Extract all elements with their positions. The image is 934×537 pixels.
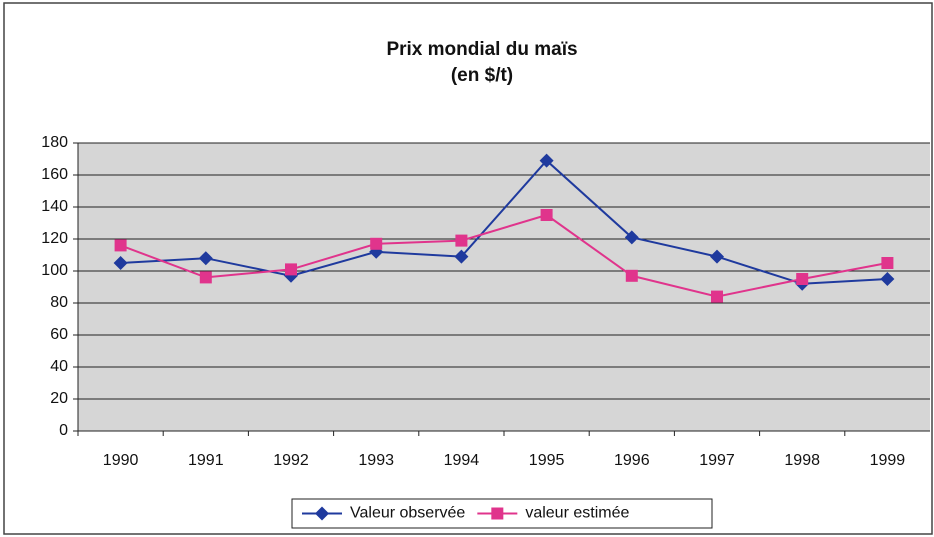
series-line: [120, 213, 888, 298]
y-tick-label: 100: [41, 262, 68, 279]
data-point: [539, 153, 554, 168]
y-tick-label: 160: [41, 166, 68, 183]
data-point: [796, 273, 809, 285]
x-tick-label: 1997: [699, 452, 735, 469]
data-point: [370, 237, 383, 250]
y-tick-label: 140: [41, 198, 68, 215]
data-point: [285, 263, 297, 276]
data-point: [881, 257, 894, 269]
x-tick-label: 1994: [444, 452, 480, 469]
x-tick-label: 1992: [273, 452, 309, 469]
data-point: [880, 272, 895, 286]
data-point: [711, 290, 723, 303]
y-tick-label: 40: [50, 358, 68, 375]
chart-title: Prix mondial du maïs: [386, 39, 577, 60]
series-line: [120, 159, 888, 285]
y-tick-label: 60: [50, 326, 68, 343]
legend-label: valeur estimée: [525, 505, 629, 522]
legend-label: Valeur observée: [350, 505, 465, 522]
data-point: [625, 269, 638, 282]
y-tick-label: 0: [59, 422, 68, 439]
data-point: [455, 234, 468, 247]
x-tick-label: 1998: [784, 452, 820, 469]
data-point: [454, 249, 469, 264]
data-point: [540, 209, 553, 221]
x-tick-label: 1990: [103, 452, 139, 469]
y-tick-label: 180: [41, 134, 68, 151]
chart-subtitle: (en $/t): [451, 65, 513, 86]
legend-marker: [491, 507, 504, 520]
y-tick-label: 20: [50, 390, 68, 407]
x-tick-label: 1995: [529, 452, 565, 469]
y-tick-label: 120: [41, 230, 68, 247]
data-point: [624, 230, 639, 245]
x-tick-label: 1999: [870, 452, 906, 469]
plot-area: [78, 143, 930, 431]
data-point: [710, 249, 724, 264]
data-point: [199, 271, 212, 284]
data-point: [114, 239, 127, 252]
x-tick-label: 1991: [188, 452, 224, 469]
data-point: [113, 256, 128, 270]
y-tick-label: 80: [50, 294, 68, 311]
legend-marker: [315, 506, 329, 521]
data-point: [198, 251, 213, 266]
x-tick-label: 1993: [358, 452, 394, 469]
x-tick-label: 1996: [614, 452, 650, 469]
